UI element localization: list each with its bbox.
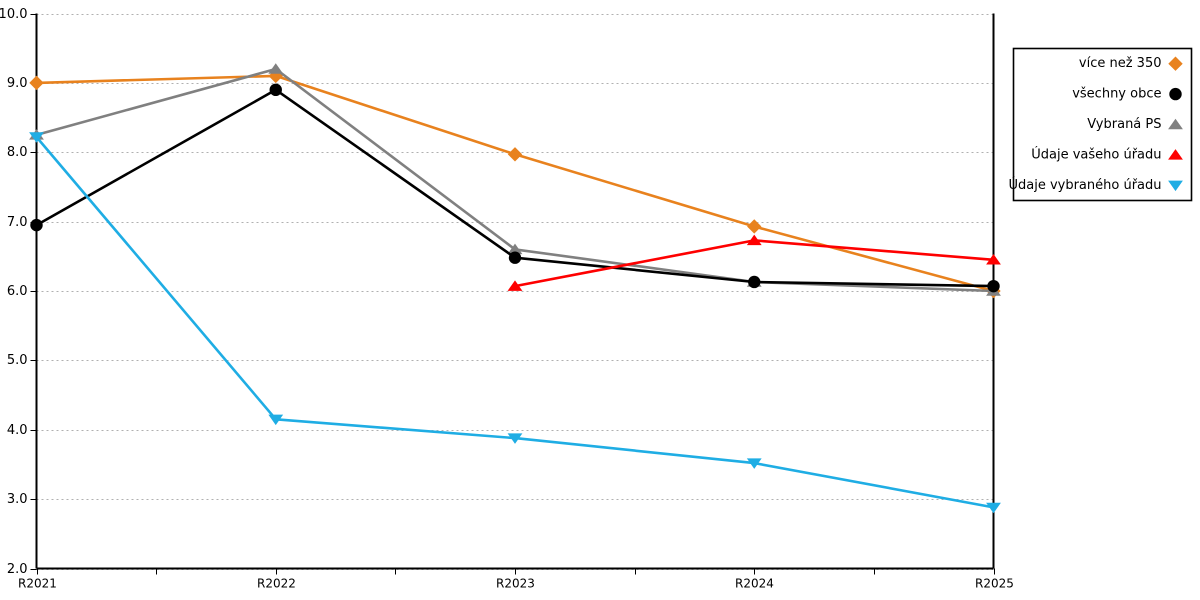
- series-1: [30, 83, 1000, 293]
- legend-item[interactable]: všechny obce: [1072, 87, 1182, 102]
- y-tick-label: 9.0: [7, 76, 28, 91]
- x-tick-label: R2022: [257, 576, 296, 590]
- legend-label: Vybraná PS: [1087, 117, 1161, 132]
- data-point-marker-diamond: [747, 219, 762, 234]
- y-tick-label: 4.0: [7, 423, 28, 438]
- legend-label: všechny obce: [1072, 87, 1161, 102]
- data-point-marker-triangle-up: [746, 234, 762, 246]
- legend: více než 350 všechny obce Vybraná PS Údaje …: [1008, 47, 1193, 202]
- series-4: [29, 132, 1001, 514]
- data-point-marker-triangle-down: [29, 132, 44, 143]
- data-point-marker-diamond: [507, 147, 523, 162]
- data-point-marker-triangle-up: [507, 243, 523, 255]
- data-point-marker-circle: [1169, 87, 1182, 101]
- data-point-marker-triangle-up: [507, 280, 523, 291]
- x-tick-label: R2025: [975, 576, 1014, 590]
- legend-item[interactable]: Údaje vybraného úřadu: [1008, 177, 1183, 193]
- data-point-marker-diamond: [29, 75, 44, 91]
- data-point-marker-circle: [269, 83, 282, 97]
- series-3: [507, 234, 1001, 291]
- data-point-marker-triangle-down: [986, 502, 1001, 514]
- legend-label: Údaje vašeho úřadu: [1031, 146, 1161, 162]
- y-tick-label: 2.0: [7, 562, 28, 577]
- y-axis: 2.0 3.0 4.0 5.0 6.0 7.0 8.0 9.0 10.0: [0, 7, 37, 577]
- legend-item[interactable]: Údaje vašeho úřadu: [1031, 146, 1183, 162]
- y-tick-label: 10.0: [0, 7, 28, 22]
- data-point-marker-circle: [748, 275, 761, 289]
- data-point-marker-triangle-down: [746, 458, 762, 469]
- gridlines: [36, 14, 994, 570]
- series-group: [29, 63, 1001, 514]
- x-tick-label: R2023: [496, 576, 535, 590]
- legend-label: Údaje vybraného úřadu: [1008, 177, 1161, 193]
- x-axis: R2021 R2022 R2023 R2024 R2025: [18, 568, 1014, 590]
- data-point-marker-triangle-up: [1168, 118, 1183, 130]
- data-point-marker-triangle-up: [986, 254, 1001, 265]
- legend-box: [1012, 47, 1193, 202]
- data-point-marker-triangle-down: [268, 414, 284, 426]
- x-tick-label: R2021: [18, 576, 57, 590]
- axes: [35, 13, 995, 570]
- y-tick-label: 8.0: [7, 145, 28, 160]
- data-point-marker-circle: [30, 218, 43, 232]
- x-tick-label: R2024: [735, 576, 774, 590]
- y-tick-label: 5.0: [7, 353, 28, 368]
- series-line: [35, 135, 995, 509]
- data-point-marker-circle: [987, 279, 1000, 293]
- data-point-marker-circle: [508, 251, 522, 264]
- data-point-marker-triangle-up: [1168, 149, 1183, 160]
- data-point-marker-triangle-up: [268, 63, 284, 74]
- data-point-marker-triangle-down: [1168, 180, 1183, 192]
- y-tick-label: 7.0: [7, 215, 28, 230]
- legend-label: více než 350: [1079, 56, 1162, 71]
- data-point-marker-triangle-down: [507, 433, 523, 444]
- data-point-marker-diamond: [1168, 56, 1183, 71]
- legend-item[interactable]: Vybraná PS: [1087, 117, 1183, 132]
- legend-item[interactable]: více než 350: [1079, 56, 1183, 71]
- y-tick-label: 3.0: [7, 492, 28, 507]
- y-tick-label: 6.0: [7, 284, 28, 299]
